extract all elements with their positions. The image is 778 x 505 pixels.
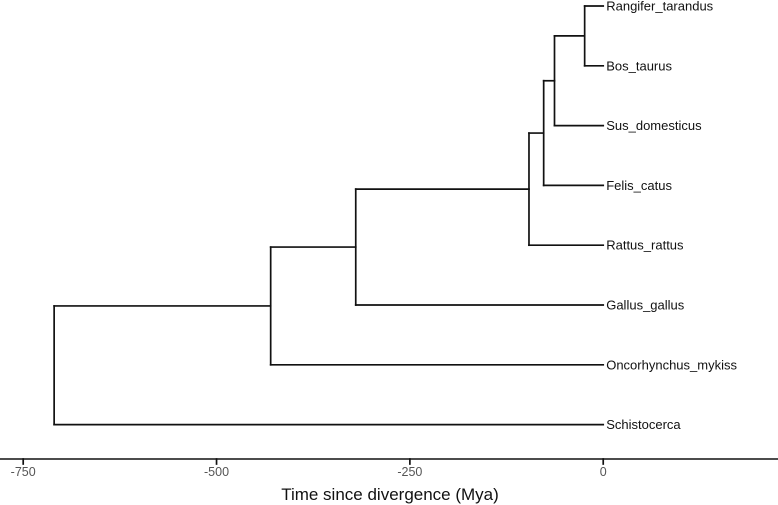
x-axis-title: Time since divergence (Mya) <box>281 485 499 504</box>
tip-label-bos-taurus: Bos_taurus <box>606 58 672 73</box>
tip-label-felis-catus: Felis_catus <box>606 178 672 193</box>
tip-label-rattus-rattus: Rattus_rattus <box>606 238 684 253</box>
x-tick-label: -250 <box>397 465 422 479</box>
tip-label-oncorhynchus-mykiss: Oncorhynchus_mykiss <box>606 357 737 372</box>
tip-labels: Rangifer_tarandus Bos_taurus Sus_domesticu… <box>606 0 737 432</box>
x-tick-label: -500 <box>204 465 229 479</box>
x-tick-label: 0 <box>600 465 607 479</box>
x-axis-ticks: -750 -500 -250 0 <box>11 458 607 479</box>
tip-label-sus-domesticus: Sus_domesticus <box>606 118 702 133</box>
x-tick-label: -750 <box>11 465 36 479</box>
tip-label-gallus-gallus: Gallus_gallus <box>606 298 685 313</box>
tree-branches <box>53 5 605 426</box>
tip-label-schistocerca: Schistocerca <box>606 417 681 432</box>
tip-label-rangifer-tarandus: Rangifer_tarandus <box>606 0 713 14</box>
